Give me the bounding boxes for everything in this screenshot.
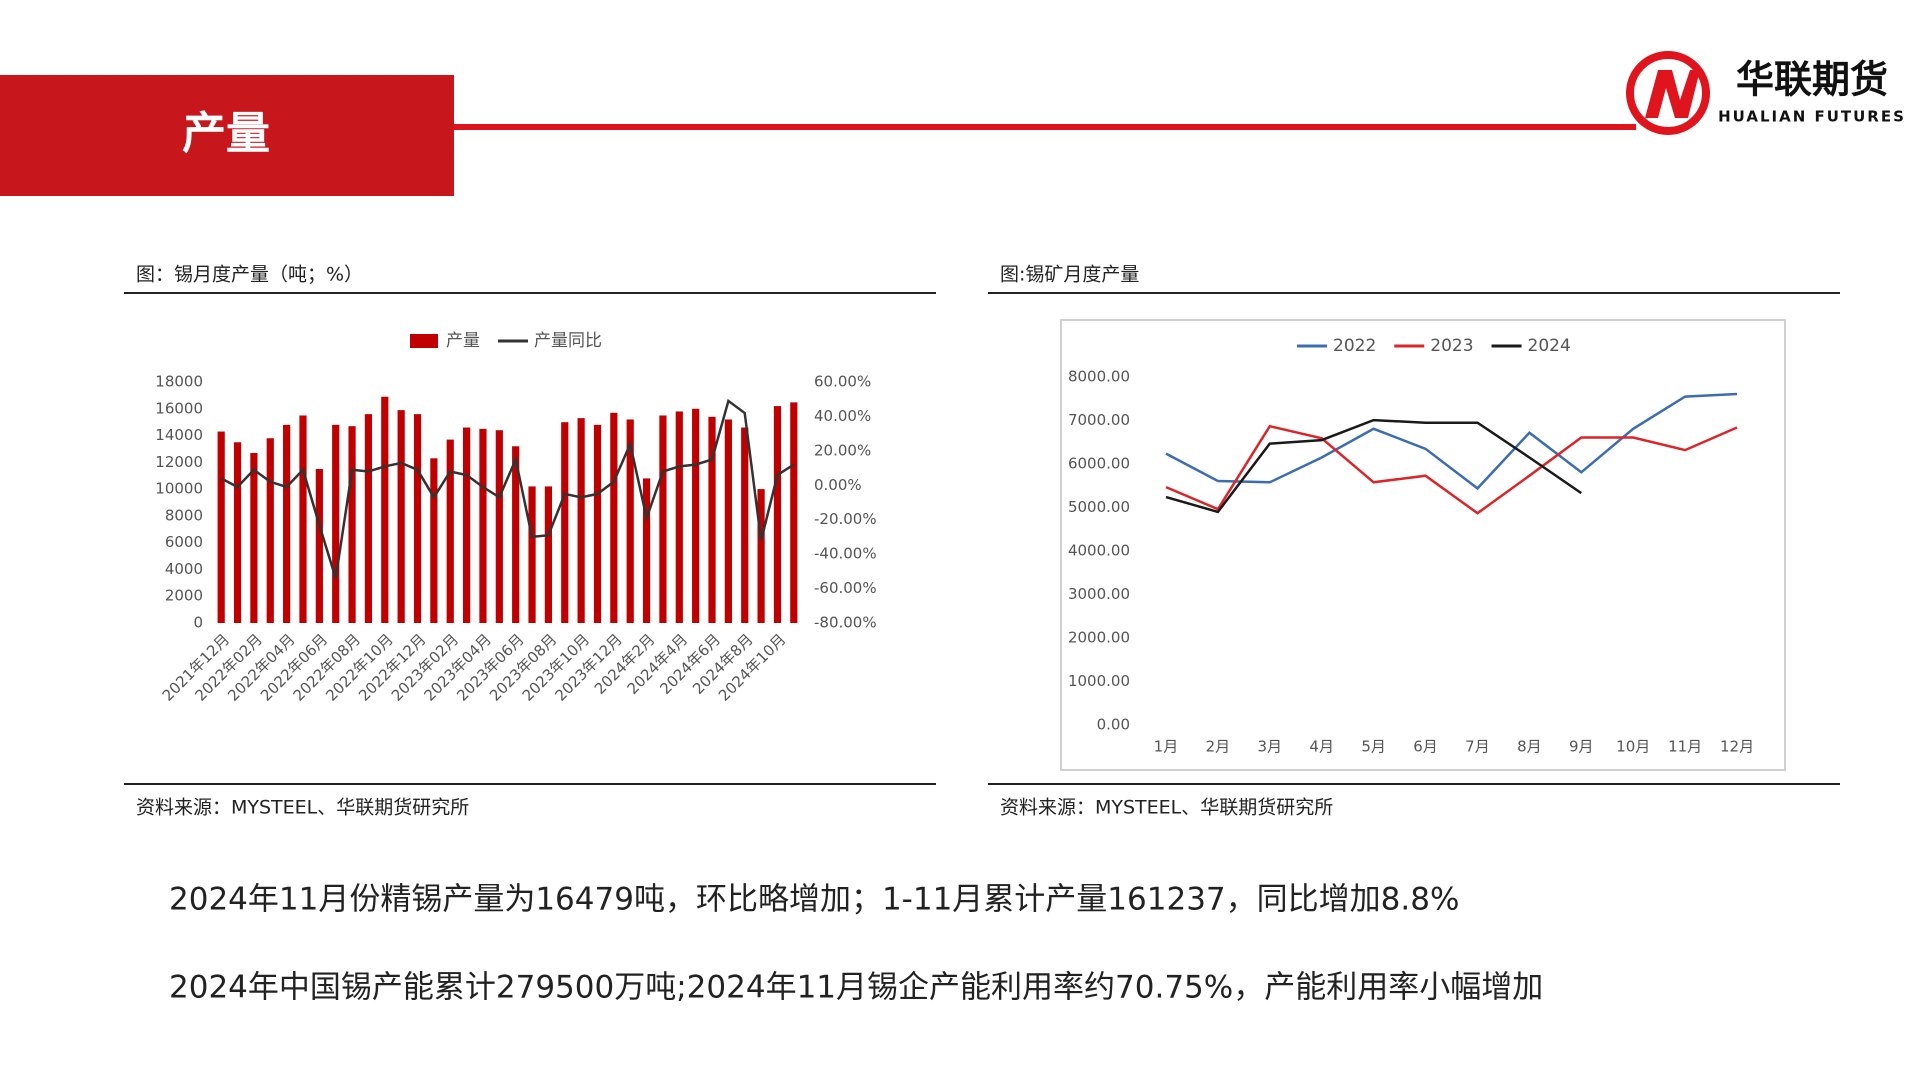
bar: [266, 438, 274, 623]
bar: [348, 426, 356, 623]
y2-tick-label: 40.00%: [814, 407, 871, 425]
line-series: [220, 398, 795, 579]
y2-tick-label: -80.00%: [814, 614, 877, 632]
y-tick-label: 18000: [155, 373, 203, 391]
header-band: [0, 75, 454, 196]
bar: [299, 415, 307, 623]
bar: [315, 469, 323, 623]
x-tick-label: 10月: [1616, 738, 1650, 756]
y-tick-label: 10000: [155, 480, 203, 498]
y-tick-label: 14000: [155, 426, 203, 444]
source: 资料来源：MYSTEEL、华联期货研究所: [1000, 797, 1333, 819]
x-tick-label: 3月: [1258, 738, 1283, 756]
bar: [397, 410, 405, 623]
y-tick-label: 0: [193, 614, 203, 632]
bar: [626, 419, 634, 623]
y2-tick-label: -40.00%: [814, 545, 877, 563]
legend-label: 2024: [1528, 336, 1571, 356]
bar: [741, 427, 749, 623]
header-title: 产量: [182, 108, 270, 159]
y-tick-label: 0.00: [1097, 716, 1130, 734]
legend-label: 产量: [446, 331, 480, 351]
legend-label: 产量同比: [534, 331, 602, 351]
bar: [544, 486, 553, 623]
x-tick-label: 11月: [1668, 738, 1702, 756]
bar: [659, 415, 667, 623]
y-tick-label: 12000: [155, 453, 203, 471]
bar: [790, 402, 798, 623]
x-tick-label: 4月: [1309, 738, 1334, 756]
bar: [561, 422, 569, 623]
line-series: [1165, 424, 1738, 515]
bar: [610, 412, 618, 623]
y-tick-label: 7000.00: [1068, 411, 1130, 429]
y2-tick-label: -60.00%: [814, 579, 877, 597]
y-tick-label: 8000: [165, 506, 203, 524]
bar: [283, 424, 291, 623]
y-tick-label: 1000.00: [1068, 672, 1130, 690]
y-tick-label: 2000: [165, 587, 203, 605]
x-tick-label: 12月: [1720, 738, 1754, 756]
y2-tick-label: -20.00%: [814, 510, 877, 528]
y-tick-label: 6000: [165, 533, 203, 551]
bar: [692, 408, 700, 623]
bar: [724, 419, 732, 623]
x-tick-label: 8月: [1517, 738, 1542, 756]
bar: [217, 431, 225, 623]
line-series: [1165, 418, 1583, 514]
bar: [364, 414, 373, 623]
x-tick-label: 1月: [1154, 738, 1179, 756]
bar: [446, 439, 454, 623]
y-tick-label: 6000.00: [1068, 455, 1130, 473]
y-tick-label: 8000.00: [1068, 368, 1130, 386]
x-tick-label: 7月: [1465, 738, 1490, 756]
x-tick-label: 5月: [1361, 738, 1386, 756]
bar: [250, 452, 258, 623]
bar: [495, 430, 503, 623]
bar: [332, 424, 340, 623]
bar: [413, 414, 422, 623]
y2-tick-label: 60.00%: [814, 373, 871, 391]
y-tick-label: 2000.00: [1068, 629, 1130, 647]
header-rule: [454, 124, 1636, 130]
y-tick-label: 16000: [155, 399, 203, 417]
source: 资料来源：MYSTEEL、华联期货研究所: [136, 797, 469, 819]
bar: [642, 478, 651, 623]
logo-mark: [1645, 70, 1700, 118]
bar: [773, 406, 782, 623]
bar: [479, 428, 487, 623]
y-tick-label: 5000.00: [1068, 498, 1130, 516]
y-tick-label: 4000: [165, 560, 203, 578]
bar: [593, 424, 602, 623]
legend-swatch: [410, 334, 438, 348]
bar: [675, 411, 683, 623]
x-tick-label: 2月: [1206, 738, 1231, 756]
legend-label: 2022: [1333, 336, 1376, 356]
chart-title: 图：锡月度产量（吨；%）: [136, 264, 363, 286]
legend-label: 2023: [1430, 336, 1473, 356]
x-tick-label: 6月: [1413, 738, 1438, 756]
y-tick-label: 4000.00: [1068, 542, 1130, 560]
x-tick-label: 9月: [1569, 738, 1594, 756]
bar: [708, 416, 716, 623]
bar: [512, 446, 520, 623]
line-series: [1165, 392, 1738, 491]
y-tick-label: 3000.00: [1068, 585, 1130, 603]
logo-subtitle: HUALIAN FUTURES: [1718, 108, 1906, 126]
paragraph: 2024年中国锡产能累计279500万吨;2024年11月锡企产能利用率约70.…: [169, 970, 1543, 1006]
bar: [528, 486, 536, 623]
bar: [430, 458, 438, 623]
logo-name: 华联期货: [1736, 58, 1888, 102]
bar: [462, 427, 471, 623]
bar: [381, 396, 389, 623]
chart-title: 图:锡矿月度产量: [1000, 264, 1139, 286]
bar: [233, 442, 242, 623]
bar: [577, 418, 585, 623]
chart-frame: [1060, 319, 1786, 771]
y2-tick-label: 20.00%: [814, 441, 871, 459]
y2-tick-label: 0.00%: [814, 476, 862, 494]
bar: [757, 489, 765, 623]
paragraph: 2024年11月份精锡产量为16479吨，环比略增加；1-11月累计产量1612…: [169, 882, 1459, 918]
